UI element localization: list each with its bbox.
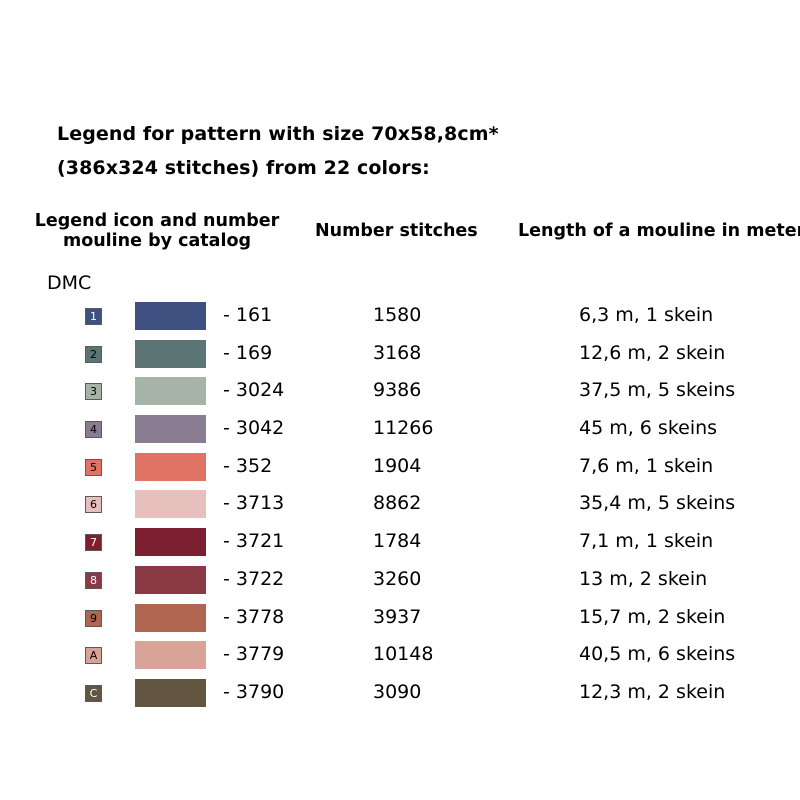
stitch-count: 1580 bbox=[373, 304, 422, 326]
mouline-length: 13 m, 2 skein bbox=[579, 567, 708, 590]
stitch-count: 3090 bbox=[373, 680, 422, 703]
legend-row: 3 - 3024 9386 37,5 m, 5 skeins bbox=[0, 375, 800, 413]
mouline-length: 6,3 m, 1 skein bbox=[579, 304, 714, 326]
mouline-number: - 169 bbox=[223, 341, 273, 364]
legend-symbol-icon: 1 bbox=[85, 308, 102, 325]
header-legend-icon: Legend icon and number mouline by catalo… bbox=[22, 211, 292, 251]
header-legend-line-2: mouline by catalog bbox=[62, 231, 252, 251]
color-swatch bbox=[135, 377, 206, 406]
stitch-count: 10148 bbox=[373, 643, 434, 666]
color-swatch bbox=[135, 528, 206, 557]
header-legend-line-1: Legend icon and number bbox=[34, 211, 280, 231]
header-number-stitches: Number stitches bbox=[315, 221, 478, 241]
legend-symbol-icon: 9 bbox=[85, 609, 102, 627]
stitch-count: 3260 bbox=[373, 567, 422, 590]
stitch-count: 1904 bbox=[373, 454, 422, 477]
stitch-count: 9386 bbox=[373, 379, 422, 402]
mouline-number: - 3790 bbox=[223, 680, 285, 703]
color-swatch bbox=[135, 302, 206, 330]
mouline-length: 37,5 m, 5 skeins bbox=[579, 379, 736, 402]
mouline-length: 12,3 m, 2 skein bbox=[579, 680, 726, 703]
mouline-number: - 161 bbox=[223, 304, 273, 326]
mouline-number: - 3721 bbox=[223, 530, 285, 553]
legend-symbol-icon: 6 bbox=[85, 496, 102, 514]
color-swatch bbox=[135, 678, 206, 707]
legend-symbol-icon: 7 bbox=[85, 534, 102, 552]
mouline-length: 40,5 m, 6 skeins bbox=[579, 643, 736, 666]
stitch-count: 3937 bbox=[373, 605, 422, 628]
color-swatch bbox=[135, 452, 206, 481]
stitch-count: 1784 bbox=[373, 530, 422, 553]
mouline-number: - 3722 bbox=[223, 567, 285, 590]
color-swatch bbox=[135, 415, 206, 444]
legend-row: C - 3790 3090 12,3 m, 2 skein bbox=[0, 677, 800, 715]
stitch-count: 8862 bbox=[373, 492, 422, 515]
mouline-length: 7,1 m, 1 skein bbox=[579, 530, 714, 553]
legend-row: 7 - 3721 1784 7,1 m, 1 skein bbox=[0, 526, 800, 564]
mouline-number: - 3042 bbox=[223, 417, 285, 440]
legend-row: A - 3779 10148 40,5 m, 6 skeins bbox=[0, 639, 800, 677]
mouline-length: 35,4 m, 5 skeins bbox=[579, 492, 736, 515]
brand-label: DMC bbox=[47, 272, 92, 294]
mouline-length: 45 m, 6 skeins bbox=[579, 417, 718, 440]
legend-row: 4 - 3042 11266 45 m, 6 skeins bbox=[0, 413, 800, 451]
color-swatch bbox=[135, 339, 206, 368]
legend-row: 5 - 352 1904 7,6 m, 1 skein bbox=[0, 451, 800, 489]
legend-row: 6 - 3713 8862 35,4 m, 5 skeins bbox=[0, 488, 800, 526]
legend-symbol-icon: C bbox=[85, 684, 102, 702]
mouline-number: - 352 bbox=[223, 454, 273, 477]
color-swatch bbox=[135, 641, 206, 670]
stitch-count: 11266 bbox=[373, 417, 434, 440]
legend-symbol-icon: A bbox=[85, 647, 102, 665]
legend-symbol-icon: 5 bbox=[85, 458, 102, 476]
color-swatch bbox=[135, 565, 206, 594]
mouline-number: - 3024 bbox=[223, 379, 285, 402]
legend-row: 2 - 169 3168 12,6 m, 2 skein bbox=[0, 338, 800, 376]
legend-title-line-2: (386x324 stitches) from 22 colors: bbox=[57, 157, 430, 179]
color-swatch bbox=[135, 603, 206, 632]
legend-row: 8 - 3722 3260 13 m, 2 skein bbox=[0, 564, 800, 602]
legend-title-line-1: Legend for pattern with size 70x58,8cm* bbox=[57, 123, 499, 145]
mouline-number: - 3778 bbox=[223, 605, 285, 628]
mouline-length: 15,7 m, 2 skein bbox=[579, 605, 726, 628]
legend-symbol-icon: 2 bbox=[85, 345, 102, 363]
legend-symbol-icon: 8 bbox=[85, 571, 102, 589]
stitch-count: 3168 bbox=[373, 341, 422, 364]
mouline-number: - 3713 bbox=[223, 492, 285, 515]
header-mouline-length: Length of a mouline in meter bbox=[518, 221, 800, 241]
legend-symbol-icon: 3 bbox=[85, 383, 102, 401]
mouline-number: - 3779 bbox=[223, 643, 285, 666]
legend-row: 1 - 161 1580 6,3 m, 1 skein bbox=[0, 300, 800, 338]
legend-row: 9 - 3778 3937 15,7 m, 2 skein bbox=[0, 602, 800, 640]
color-swatch bbox=[135, 490, 206, 519]
mouline-length: 12,6 m, 2 skein bbox=[579, 341, 726, 364]
legend-symbol-icon: 4 bbox=[85, 421, 102, 439]
legend-table: 1 - 161 1580 6,3 m, 1 skein 2 - 169 3168 12,6 m… bbox=[0, 300, 800, 715]
mouline-length: 7,6 m, 1 skein bbox=[579, 454, 714, 477]
